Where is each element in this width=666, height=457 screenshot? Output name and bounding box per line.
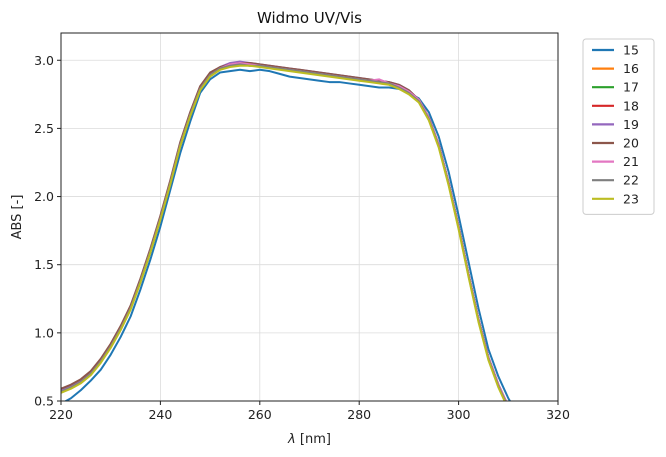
chart-title: Widmo UV/Vis: [257, 9, 362, 27]
legend-entry-18: 18: [592, 98, 639, 113]
y-tick-label: 1.0: [34, 325, 54, 340]
x-tick-label: 220: [49, 407, 73, 422]
y-tick-label: 2.5: [34, 121, 54, 136]
x-axis-unit: [nm]: [296, 432, 331, 447]
series-line-15: [63, 68, 512, 401]
legend-entry-23: 23: [592, 191, 639, 206]
legend-frame: [582, 38, 655, 215]
y-axis-title: ABS [-]: [10, 195, 25, 240]
axis-ticks: 220 240 260 280 300 320 0.5 1.0 1.5 2.0 2.5 3.0: [34, 53, 570, 422]
plot-frame: [60, 32, 559, 402]
x-axis-title: λ [nm]: [287, 432, 331, 447]
legend-label: 23: [623, 191, 639, 206]
legend-label: 18: [623, 98, 639, 113]
legend-label: 22: [623, 173, 639, 188]
plot-area: [61, 33, 558, 401]
legend-label: 17: [623, 80, 639, 95]
y-tick-label: 1.5: [34, 257, 54, 272]
legend: 15 16 17 18 19 20 21 22 23: [582, 38, 655, 215]
legend-label: 20: [623, 136, 639, 151]
x-tick-label: 260: [248, 407, 272, 422]
legend-label: 21: [623, 154, 639, 169]
x-tick-label: 300: [447, 407, 471, 422]
series-layer: [61, 60, 512, 401]
x-tick-label: 240: [148, 407, 172, 422]
y-tick-label: 0.5: [34, 394, 54, 409]
y-tick-label: 3.0: [34, 53, 54, 68]
legend-entry-16: 16: [592, 61, 639, 76]
legend-entry-17: 17: [592, 80, 639, 95]
legend-entry-20: 20: [592, 136, 639, 151]
legend-entry-21: 21: [592, 154, 639, 169]
legend-label: 15: [623, 43, 639, 58]
series-line-23: [61, 64, 506, 401]
x-tick-label: 320: [546, 407, 570, 422]
x-axis-symbol: λ: [287, 432, 296, 447]
legend-label: 19: [623, 117, 639, 132]
legend-label: 16: [623, 61, 639, 76]
legend-entry-15: 15: [592, 43, 639, 58]
legend-entry-22: 22: [592, 173, 639, 188]
legend-entry-19: 19: [592, 117, 639, 132]
x-tick-label: 280: [347, 407, 371, 422]
y-tick-label: 2.0: [34, 189, 54, 204]
